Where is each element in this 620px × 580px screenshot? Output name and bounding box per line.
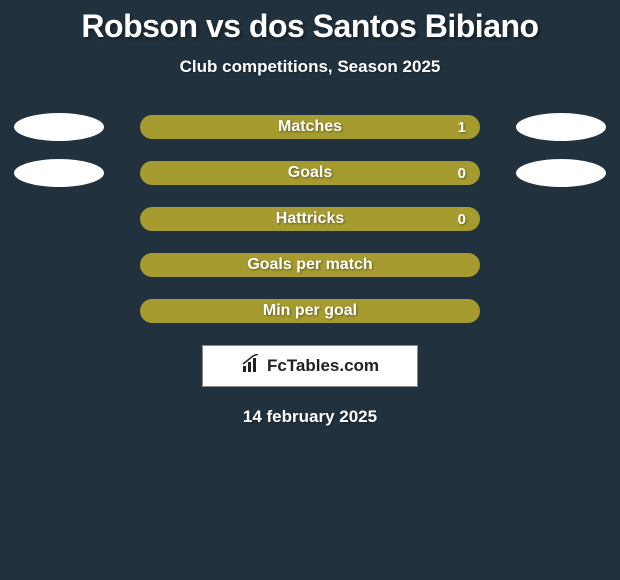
logo-text: FcTables.com xyxy=(267,356,379,376)
stat-row: Goals 0 xyxy=(0,161,620,185)
date-text: 14 february 2025 xyxy=(0,407,620,427)
subtitle: Club competitions, Season 2025 xyxy=(0,57,620,77)
stat-row: Min per goal xyxy=(0,299,620,323)
stat-bar: Matches 1 xyxy=(140,115,480,139)
stat-row: Matches 1 xyxy=(0,115,620,139)
player-left-marker xyxy=(14,113,104,141)
player-right-marker xyxy=(516,113,606,141)
chart-icon xyxy=(241,354,261,379)
stat-label: Min per goal xyxy=(263,302,357,320)
stat-label: Hattricks xyxy=(276,210,344,228)
stats-area: Matches 1 Goals 0 Hattricks 0 Goals per match M… xyxy=(0,115,620,323)
player-right-marker xyxy=(516,159,606,187)
stat-value: 0 xyxy=(458,165,466,182)
stat-bar: Hattricks 0 xyxy=(140,207,480,231)
stat-bar: Goals 0 xyxy=(140,161,480,185)
stat-row: Hattricks 0 xyxy=(0,207,620,231)
logo-box[interactable]: FcTables.com xyxy=(202,345,418,387)
stat-label: Goals per match xyxy=(247,256,372,274)
stat-bar: Min per goal xyxy=(140,299,480,323)
stat-bar: Goals per match xyxy=(140,253,480,277)
stat-row: Goals per match xyxy=(0,253,620,277)
stat-value: 1 xyxy=(458,119,466,136)
stat-value: 0 xyxy=(458,211,466,228)
page-title: Robson vs dos Santos Bibiano xyxy=(0,0,620,45)
comparison-container: Robson vs dos Santos Bibiano Club compet… xyxy=(0,0,620,580)
player-left-marker xyxy=(14,159,104,187)
stat-label: Matches xyxy=(278,118,342,136)
stat-label: Goals xyxy=(288,164,332,182)
